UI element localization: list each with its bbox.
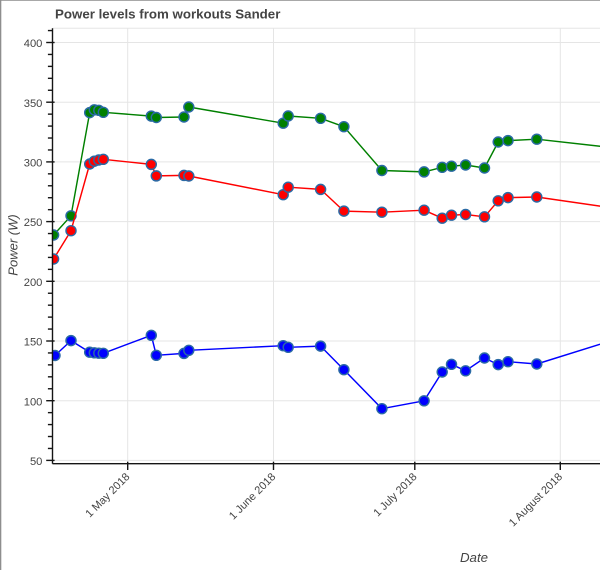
svg-text:Power levels from workouts San: Power levels from workouts Sander [55, 7, 280, 22]
svg-text:200: 200 [24, 277, 43, 289]
svg-text:250: 250 [24, 217, 43, 229]
svg-text:350: 350 [24, 98, 43, 110]
svg-text:300: 300 [24, 158, 43, 170]
svg-text:Date: Date [460, 550, 488, 565]
svg-text:400: 400 [24, 38, 43, 50]
svg-text:100: 100 [24, 396, 43, 408]
svg-text:50: 50 [30, 456, 42, 468]
svg-text:150: 150 [24, 337, 43, 349]
svg-text:Power (W): Power (W) [6, 214, 21, 275]
